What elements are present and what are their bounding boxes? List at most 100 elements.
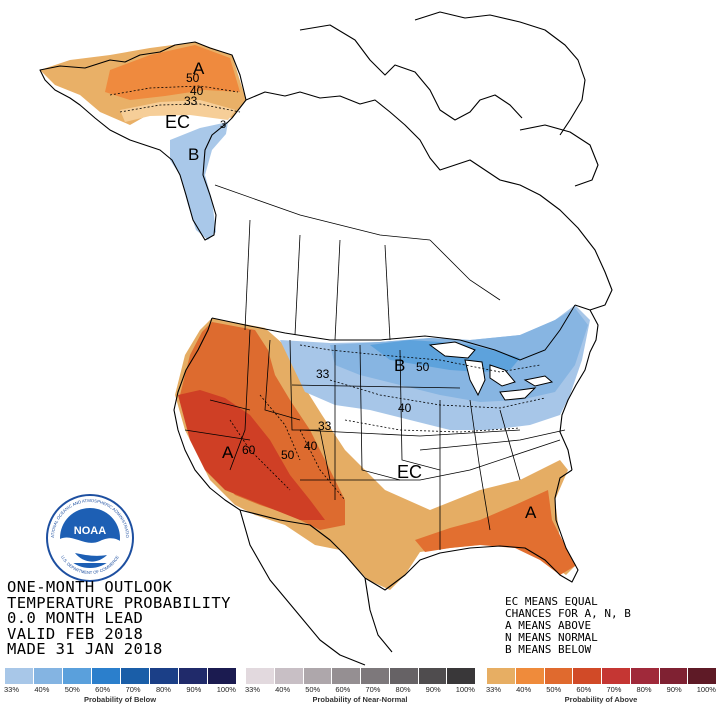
legend-tick-label: 70% xyxy=(606,685,622,694)
legend-tick-label: 70% xyxy=(365,685,381,694)
legend-swatch xyxy=(629,668,659,684)
legend-tick-label: 90% xyxy=(666,685,682,694)
legend-tick-label: 50% xyxy=(305,685,321,694)
west-above-label: A xyxy=(222,443,234,462)
legend-swatch xyxy=(417,668,447,684)
legend-tick-label: 60% xyxy=(576,685,592,694)
legend-tick-label: 70% xyxy=(125,685,141,694)
legend-tick-label: 50% xyxy=(546,685,562,694)
legend-swatch xyxy=(4,668,33,684)
north-50-contour-label: 50 xyxy=(416,360,430,374)
west-50-contour-label: 50 xyxy=(281,448,295,462)
alaska-40-contour-label: 40 xyxy=(190,84,204,98)
legend-swatch xyxy=(486,668,515,684)
alaska-above-50-region xyxy=(105,45,240,100)
legend-swatch xyxy=(62,668,91,684)
title-line: TEMPERATURE PROBABILITY xyxy=(7,593,231,612)
legend-swatch xyxy=(331,668,360,684)
legend-below-ticks: 33% 40% 50% 60% 70% 80% 90% 100% xyxy=(4,684,236,695)
legend-near-normal: 33% 40% 50% 60% 70% 80% 90% 100% Probability of… xyxy=(245,668,475,706)
legend-swatch xyxy=(388,668,418,684)
alaska-below-33-contour-label: 3 xyxy=(220,119,226,131)
legend-swatch xyxy=(120,668,149,684)
legend-near-normal-title: Probability of Near-Normal xyxy=(312,695,408,704)
title-line: 0.0 MONTH LEAD xyxy=(7,609,144,627)
legend-tick-label: 90% xyxy=(425,685,441,694)
alaska-below-region xyxy=(170,122,228,240)
legend-below-swatches xyxy=(4,668,236,684)
legend-swatch xyxy=(207,668,236,684)
legend-swatch xyxy=(543,668,573,684)
legend-tick-label: 80% xyxy=(155,685,171,694)
legend-near-normal-swatches xyxy=(245,668,475,684)
north-below-label: B xyxy=(394,356,405,375)
legend-tick-label: 60% xyxy=(95,685,111,694)
outlook-title: ONE-MONTH OUTLOOK TEMPERATURE PROBABILIT… xyxy=(7,578,231,658)
legend-swatch xyxy=(149,668,178,684)
legend-tick-label: 100% xyxy=(216,685,236,694)
legend-tick-label: 40% xyxy=(275,685,291,694)
legend-swatch xyxy=(687,668,716,684)
legend-swatch xyxy=(446,668,475,684)
legend-swatch xyxy=(601,668,630,684)
legend-swatch xyxy=(572,668,601,684)
legend-tick-label: 50% xyxy=(64,685,80,694)
legend-tick-label: 33% xyxy=(486,685,502,694)
noaa-logo: NOAA NATIONAL OCEANIC AND ATMOSPHERIC AD… xyxy=(45,493,134,582)
title-line: ONE-MONTH OUTLOOK xyxy=(7,578,173,596)
legend-above: 33% 40% 50% 60% 70% 80% 90% 100% Probability of… xyxy=(486,668,716,706)
legend-tick-label: 33% xyxy=(245,685,261,694)
canada-us-border xyxy=(211,304,576,361)
legend-above-title: Probability of Above xyxy=(564,695,638,704)
west-40-contour-label: 40 xyxy=(304,439,318,453)
legend-tick-label: 80% xyxy=(636,685,652,694)
central-ec-label: EC xyxy=(397,462,422,482)
coastlines xyxy=(39,11,613,666)
legend-below: 33% 40% 50% 60% 70% 80% 90% 100% Probability of… xyxy=(4,668,236,706)
legend-above-swatches xyxy=(486,668,716,684)
legend-swatch xyxy=(33,668,62,684)
legend-tick-label: 40% xyxy=(34,685,50,694)
great-lakes xyxy=(428,341,554,401)
note-line: EC MEANS EQUAL xyxy=(505,595,598,608)
ec-explanation-note: EC MEANS EQUAL CHANCES FOR A, N, B A MEA… xyxy=(505,596,631,656)
legend-near-normal-ticks: 33% 40% 50% 60% 70% 80% 90% 100% xyxy=(245,684,475,695)
legend-above-ticks: 33% 40% 50% 60% 70% 80% 90% 100% xyxy=(486,684,716,695)
alaska-50-contour-label: 50 xyxy=(186,71,200,85)
west-above-60-region xyxy=(178,390,325,520)
legend-swatch xyxy=(273,668,303,684)
legend-tick-label: 80% xyxy=(395,685,411,694)
alaska-below-label: B xyxy=(188,145,199,164)
alaska-33-contour-label: 33 xyxy=(184,94,198,108)
legend-swatch xyxy=(360,668,389,684)
alaska-above-label: A xyxy=(193,59,205,78)
alaska-ec-label: EC xyxy=(165,112,190,132)
note-line: A MEANS ABOVE xyxy=(505,619,592,632)
legend-swatch xyxy=(245,668,274,684)
legend-swatch xyxy=(658,668,688,684)
southeast-above-label: A xyxy=(525,503,537,522)
political-boundaries xyxy=(184,184,566,550)
legend-tick-label: 60% xyxy=(335,685,351,694)
legend-below-title: Probability of Below xyxy=(83,695,157,704)
north-40-contour-label: 40 xyxy=(398,401,412,415)
title-line: VALID FEB 2018 xyxy=(7,624,144,643)
alaska-above-33-region xyxy=(120,100,236,122)
legend-tick-label: 100% xyxy=(455,685,475,694)
legend-tick-label: 90% xyxy=(186,685,202,694)
legend-swatch xyxy=(91,668,120,684)
probability-contours xyxy=(109,85,546,501)
note-line: CHANCES FOR A, N, B xyxy=(505,607,631,620)
note-line: B MEANS BELOW xyxy=(505,643,592,656)
legend-tick-label: 100% xyxy=(696,685,716,694)
legend-swatch xyxy=(178,668,207,684)
legend-swatch xyxy=(514,668,544,684)
legend-tick-label: 40% xyxy=(516,685,532,694)
mid-33-contour-label: 33 xyxy=(318,419,332,433)
legend-tick-label: 33% xyxy=(4,685,20,694)
west-60-contour-label: 60 xyxy=(242,443,256,457)
north-33-contour-label: 33 xyxy=(316,367,330,381)
title-line: MADE 31 JAN 2018 xyxy=(7,640,163,658)
legend-swatch xyxy=(302,668,332,684)
